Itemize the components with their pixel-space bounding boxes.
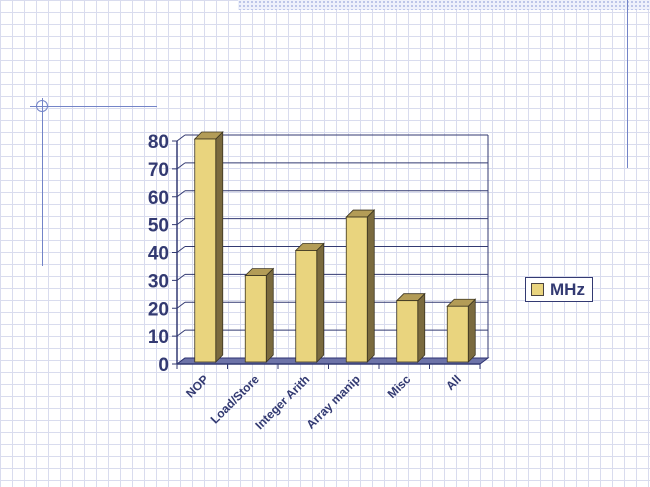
bar-side <box>366 209 375 363</box>
bar-side <box>265 267 274 363</box>
gridline-side <box>176 134 186 142</box>
bar-front <box>194 138 217 363</box>
y-tick-label: 60 <box>148 188 169 209</box>
gridline-side <box>176 329 186 337</box>
gridline-side <box>176 190 186 198</box>
bar <box>294 242 325 363</box>
header-decoration-band <box>238 0 650 10</box>
legend-swatch <box>531 283 544 296</box>
bar-front <box>244 275 267 363</box>
bar-side <box>215 131 224 363</box>
x-tick-label: NOP <box>183 372 211 400</box>
legend-label: MHz <box>550 279 585 299</box>
y-tick-label: 0 <box>158 355 169 376</box>
y-tick-label: 80 <box>148 132 169 153</box>
y-tick-label: 10 <box>148 327 169 348</box>
bar <box>345 209 376 363</box>
chart-grid <box>175 134 490 365</box>
y-axis-ticks: 0 10 20 30 40 50 60 70 80 <box>148 132 177 376</box>
gridline-side <box>176 273 186 281</box>
x-tick-label: Array manip <box>303 372 362 431</box>
bar <box>193 131 224 363</box>
y-tick-label: 70 <box>148 160 169 181</box>
y-tick-label: 20 <box>148 299 169 320</box>
gridline-side <box>176 162 186 170</box>
bar <box>446 298 477 363</box>
slide-vertical-rule-left <box>42 98 43 266</box>
x-tick-label: Integer Arith <box>252 372 312 432</box>
x-tick-label: Load/Store <box>208 372 262 426</box>
slide-horizontal-rule <box>30 106 157 107</box>
bar-side <box>467 298 476 363</box>
bar <box>395 292 426 363</box>
chart-floor <box>175 357 490 365</box>
y-tick-label: 30 <box>148 271 169 292</box>
gridline-side <box>176 218 186 226</box>
slide-vertical-rule-right <box>627 0 628 168</box>
bar-front <box>446 305 469 363</box>
bar-front <box>396 300 419 363</box>
x-tick-label: Misc <box>385 372 414 401</box>
y-tick-label: 50 <box>148 216 169 237</box>
y-tick-label: 40 <box>148 244 169 265</box>
bar-front <box>345 216 368 363</box>
bar-side <box>417 292 426 363</box>
gridline-side <box>176 246 186 253</box>
chart-legend: MHz <box>525 277 593 302</box>
x-tick-label: All <box>443 372 464 393</box>
bar-front <box>295 250 318 363</box>
gridline-side <box>176 301 186 309</box>
slide-corner-ring <box>36 100 48 112</box>
chart-bars <box>193 131 477 363</box>
bar <box>244 267 275 363</box>
bar-side <box>316 242 325 363</box>
